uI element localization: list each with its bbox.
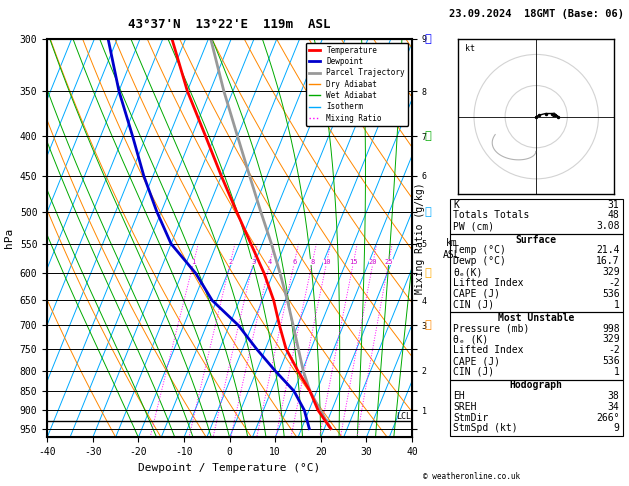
Text: 3.08: 3.08 [596,221,620,231]
Text: θₑ (K): θₑ (K) [453,334,488,345]
Text: 34: 34 [608,402,620,412]
Text: StmSpd (kt): StmSpd (kt) [453,423,518,434]
Text: Lifted Index: Lifted Index [453,278,523,288]
Text: 3: 3 [251,259,255,265]
Text: ≫: ≫ [425,320,431,330]
Text: StmDir: StmDir [453,413,488,423]
Text: 1: 1 [192,259,196,265]
Text: 25: 25 [384,259,393,265]
Text: © weatheronline.co.uk: © weatheronline.co.uk [423,472,520,481]
Text: Lifted Index: Lifted Index [453,345,523,355]
Text: LCL: LCL [396,413,411,421]
Text: 31: 31 [608,200,620,209]
Text: 15: 15 [349,259,358,265]
Text: SREH: SREH [453,402,476,412]
Text: Mixing Ratio (g/kg): Mixing Ratio (g/kg) [415,182,425,294]
Text: 9: 9 [614,423,620,434]
Text: CIN (J): CIN (J) [453,299,494,310]
Y-axis label: km
ASL: km ASL [443,238,460,260]
Text: 38: 38 [608,391,620,401]
Text: 21.4: 21.4 [596,245,620,256]
Text: 329: 329 [602,267,620,277]
Text: Dewp (°C): Dewp (°C) [453,256,506,266]
Text: 536: 536 [602,289,620,299]
Title: 43°37'N  13°22'E  119m  ASL: 43°37'N 13°22'E 119m ASL [128,18,331,31]
Text: CAPE (J): CAPE (J) [453,289,500,299]
Text: EH: EH [453,391,465,401]
Text: CAPE (J): CAPE (J) [453,356,500,366]
Text: ≫: ≫ [425,34,431,44]
Legend: Temperature, Dewpoint, Parcel Trajectory, Dry Adiabat, Wet Adiabat, Isotherm, Mi: Temperature, Dewpoint, Parcel Trajectory… [306,43,408,125]
Text: PW (cm): PW (cm) [453,221,494,231]
Text: 20: 20 [369,259,377,265]
Text: Pressure (mb): Pressure (mb) [453,324,529,333]
Text: ≫: ≫ [425,268,431,278]
Text: θₑ(K): θₑ(K) [453,267,482,277]
Text: 1: 1 [614,299,620,310]
Text: Totals Totals: Totals Totals [453,210,529,221]
Text: 266°: 266° [596,413,620,423]
Text: Surface: Surface [516,235,557,244]
Text: 10: 10 [323,259,331,265]
Text: 4: 4 [268,259,272,265]
Text: 16.7: 16.7 [596,256,620,266]
Text: 1: 1 [614,367,620,377]
Text: 6: 6 [292,259,297,265]
Text: 23.09.2024  18GMT (Base: 06): 23.09.2024 18GMT (Base: 06) [448,9,624,19]
Text: ≫: ≫ [425,207,431,217]
Text: -2: -2 [608,278,620,288]
Y-axis label: hPa: hPa [4,228,14,248]
Text: -2: -2 [608,345,620,355]
Text: 536: 536 [602,356,620,366]
Text: CIN (J): CIN (J) [453,367,494,377]
Text: kt: kt [465,44,475,53]
Text: K: K [453,200,459,209]
Text: ≫: ≫ [425,131,431,141]
Text: Most Unstable: Most Unstable [498,313,574,323]
Text: 48: 48 [608,210,620,221]
Text: 2: 2 [228,259,233,265]
Text: 8: 8 [310,259,314,265]
Text: 329: 329 [602,334,620,345]
Text: Hodograph: Hodograph [509,380,563,390]
Text: 998: 998 [602,324,620,333]
X-axis label: Dewpoint / Temperature (°C): Dewpoint / Temperature (°C) [138,463,321,473]
Text: Temp (°C): Temp (°C) [453,245,506,256]
